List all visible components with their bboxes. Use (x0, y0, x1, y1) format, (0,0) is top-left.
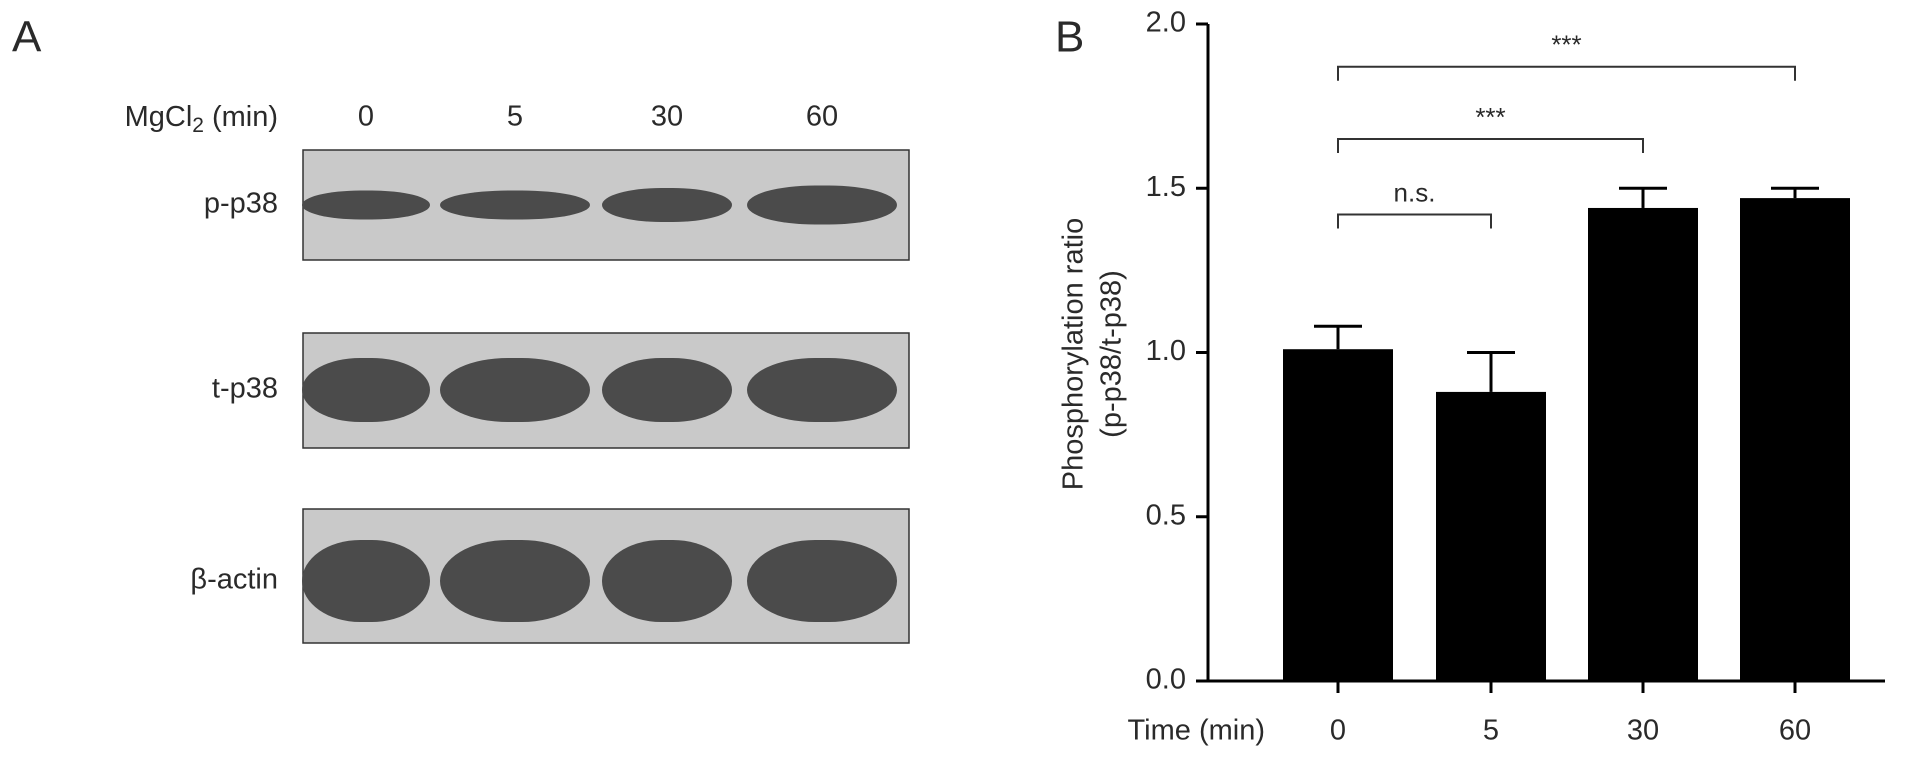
bar (1740, 198, 1850, 682)
row-label: p-p38 (204, 188, 278, 220)
treatment-unit: (min) (212, 101, 278, 133)
blot-band (602, 188, 732, 222)
bar (1436, 391, 1546, 681)
x-tick-label: 5 (1483, 715, 1499, 747)
blot-band (302, 540, 430, 622)
panel-label: A (12, 13, 42, 62)
y-tick-label: 1.0 (1146, 335, 1186, 367)
blot-band (302, 190, 430, 220)
bar (1283, 349, 1393, 681)
blot-band (602, 358, 732, 422)
significance-bracket (1337, 65, 1796, 81)
x-axis-label: Time (min) (1128, 715, 1265, 747)
lane-label: 30 (651, 101, 683, 133)
x-tick-label: 0 (1330, 715, 1346, 747)
row-label: β-actin (190, 564, 278, 596)
lane-label: 60 (806, 101, 838, 133)
significance-bracket (1337, 137, 1644, 153)
blot-band (302, 358, 430, 422)
y-tick-label: 0.0 (1146, 664, 1186, 696)
blot-band (440, 540, 590, 622)
y-tick-label: 1.5 (1146, 171, 1186, 203)
treatment-label: MgCl2 (min) (125, 101, 278, 137)
y-axis-label: Phosphorylation ratio (1058, 218, 1090, 490)
blot-band (440, 190, 590, 220)
blot-band (747, 540, 897, 622)
blot-band (747, 185, 897, 225)
lane-label: 0 (358, 101, 374, 133)
significance-label: *** (1551, 30, 1581, 60)
blot-band (602, 540, 732, 622)
treatment-name: MgCl (125, 101, 193, 133)
y-tick-label: 2.0 (1146, 7, 1186, 39)
row-label: t-p38 (212, 373, 278, 405)
blot-band (747, 358, 897, 422)
y-tick-label: 0.5 (1146, 499, 1186, 531)
treatment-subscript: 2 (192, 114, 204, 137)
x-tick-label: 30 (1627, 715, 1659, 747)
lane-label: 5 (507, 101, 523, 133)
significance-bracket (1337, 213, 1492, 229)
bar (1588, 207, 1698, 681)
panel-label: B (1055, 13, 1084, 62)
blot-band (440, 358, 590, 422)
significance-label: *** (1475, 102, 1505, 132)
y-axis-label: (p-p38/t-p38) (1096, 270, 1128, 438)
x-tick-label: 60 (1779, 715, 1811, 747)
significance-label: n.s. (1394, 177, 1436, 207)
